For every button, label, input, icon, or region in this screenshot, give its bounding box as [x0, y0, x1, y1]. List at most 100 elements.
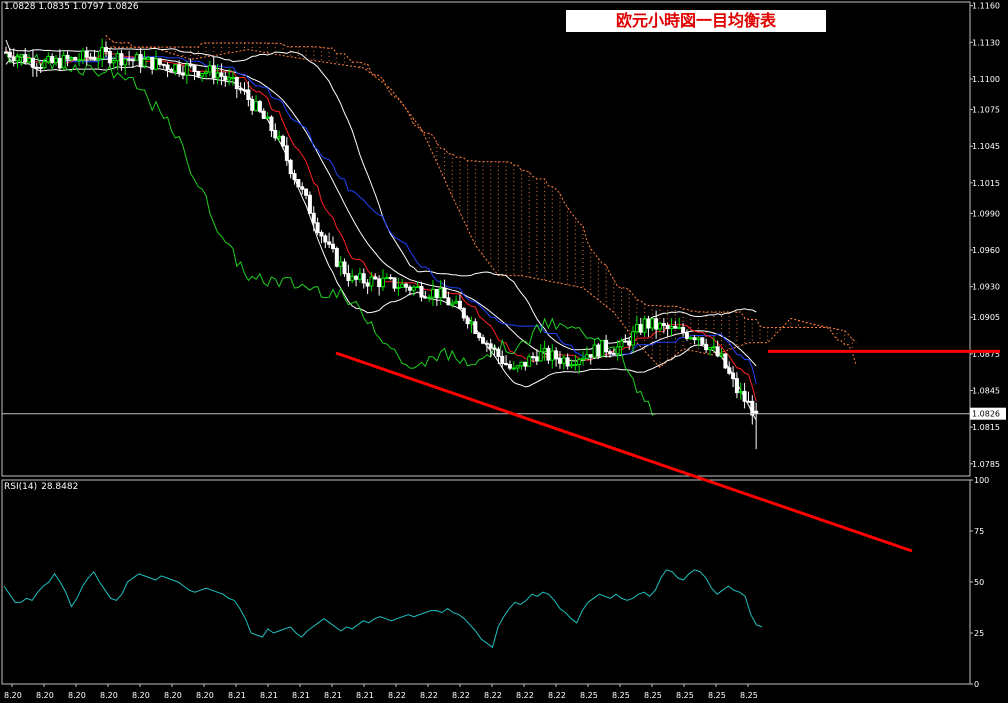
candle-body	[734, 378, 739, 394]
price-tick-label: 1.0905	[972, 313, 1000, 322]
candle	[300, 182, 305, 195]
candle	[550, 344, 555, 369]
price-tick-label: 1.0815	[972, 423, 1000, 432]
rsi-name: RSI(14)	[4, 482, 38, 492]
candle-body	[404, 283, 409, 288]
candle	[334, 246, 339, 268]
candle-body	[684, 332, 689, 339]
candle-body	[265, 116, 270, 119]
candle	[150, 57, 155, 75]
time-tick-label: 8.20	[132, 691, 150, 700]
candle-body	[138, 54, 143, 67]
candle	[731, 366, 736, 388]
candle	[338, 256, 343, 276]
candle	[592, 338, 597, 358]
chikou-span	[5, 51, 657, 416]
candle	[138, 47, 143, 73]
candle-body	[692, 337, 697, 341]
price-tick-label: 1.1045	[972, 142, 1000, 151]
candle-body	[273, 130, 278, 139]
candle	[127, 50, 132, 66]
candle	[257, 99, 262, 114]
candle-body	[700, 337, 705, 345]
time-tick-label: 8.20	[68, 691, 86, 700]
candle-body	[719, 353, 724, 357]
candle-body	[642, 318, 647, 333]
candle-body	[392, 277, 397, 289]
candle	[588, 354, 593, 365]
candle	[96, 51, 101, 69]
candle-body	[27, 58, 32, 63]
candle-body	[34, 66, 39, 69]
candle	[142, 50, 147, 69]
candle-body	[204, 71, 209, 74]
time-tick-label: 8.20	[164, 691, 182, 700]
rsi-value: 28.8482	[41, 482, 79, 492]
candle	[515, 364, 520, 373]
current-price-marker	[970, 407, 1006, 420]
candle-body	[334, 248, 339, 267]
candle-body	[738, 390, 743, 394]
candle	[42, 59, 47, 70]
candle-body	[654, 318, 659, 330]
candle-body	[361, 273, 366, 284]
candle-body	[473, 321, 478, 334]
candle	[354, 274, 359, 287]
candle	[38, 63, 43, 74]
candle	[184, 61, 189, 85]
candle-body	[673, 325, 678, 329]
rsi-tick-label: 50	[974, 578, 984, 587]
candle	[311, 206, 316, 232]
candle-body	[623, 340, 628, 343]
candle	[681, 323, 686, 337]
senkou-span-a	[106, 46, 857, 368]
candle	[396, 277, 401, 297]
candle-body	[457, 300, 462, 309]
candle	[600, 339, 605, 357]
candle-body	[315, 222, 320, 233]
candle-body	[561, 357, 566, 364]
candle-body	[88, 56, 93, 59]
candle-body	[569, 364, 574, 367]
candle-body	[454, 300, 459, 304]
candle	[357, 267, 362, 283]
price-tick-label: 1.0785	[972, 460, 1000, 469]
candle	[415, 281, 420, 289]
candle	[711, 337, 716, 352]
candle-body	[354, 275, 359, 280]
candle-body	[288, 159, 293, 175]
candle-body	[169, 68, 174, 72]
candle	[481, 334, 486, 345]
candle-body	[165, 64, 170, 70]
candle	[461, 307, 466, 322]
candle-body	[504, 363, 509, 366]
candle	[484, 340, 489, 352]
candle-body	[581, 357, 586, 361]
candle-body	[523, 361, 528, 367]
candle	[669, 318, 674, 336]
candle-body	[538, 351, 543, 362]
candle	[577, 357, 582, 374]
candle-body	[638, 324, 643, 333]
candle	[596, 343, 601, 360]
candle-body	[650, 318, 655, 329]
candle-body	[634, 324, 639, 333]
price-tick-label: 1.0960	[972, 246, 1000, 255]
candle	[323, 233, 328, 249]
candle	[634, 315, 639, 334]
price-tick-label: 1.1130	[972, 38, 1000, 47]
candle-body	[534, 356, 539, 362]
candle	[242, 82, 247, 95]
candle-body	[665, 324, 670, 330]
candle-body	[550, 350, 555, 361]
candle	[411, 285, 416, 296]
candle	[154, 50, 159, 71]
candle-body	[484, 342, 489, 345]
candle	[650, 318, 655, 332]
candle-body	[727, 367, 732, 374]
candle	[615, 339, 620, 361]
candle	[377, 275, 382, 296]
candle	[407, 284, 412, 296]
candle	[73, 56, 78, 61]
